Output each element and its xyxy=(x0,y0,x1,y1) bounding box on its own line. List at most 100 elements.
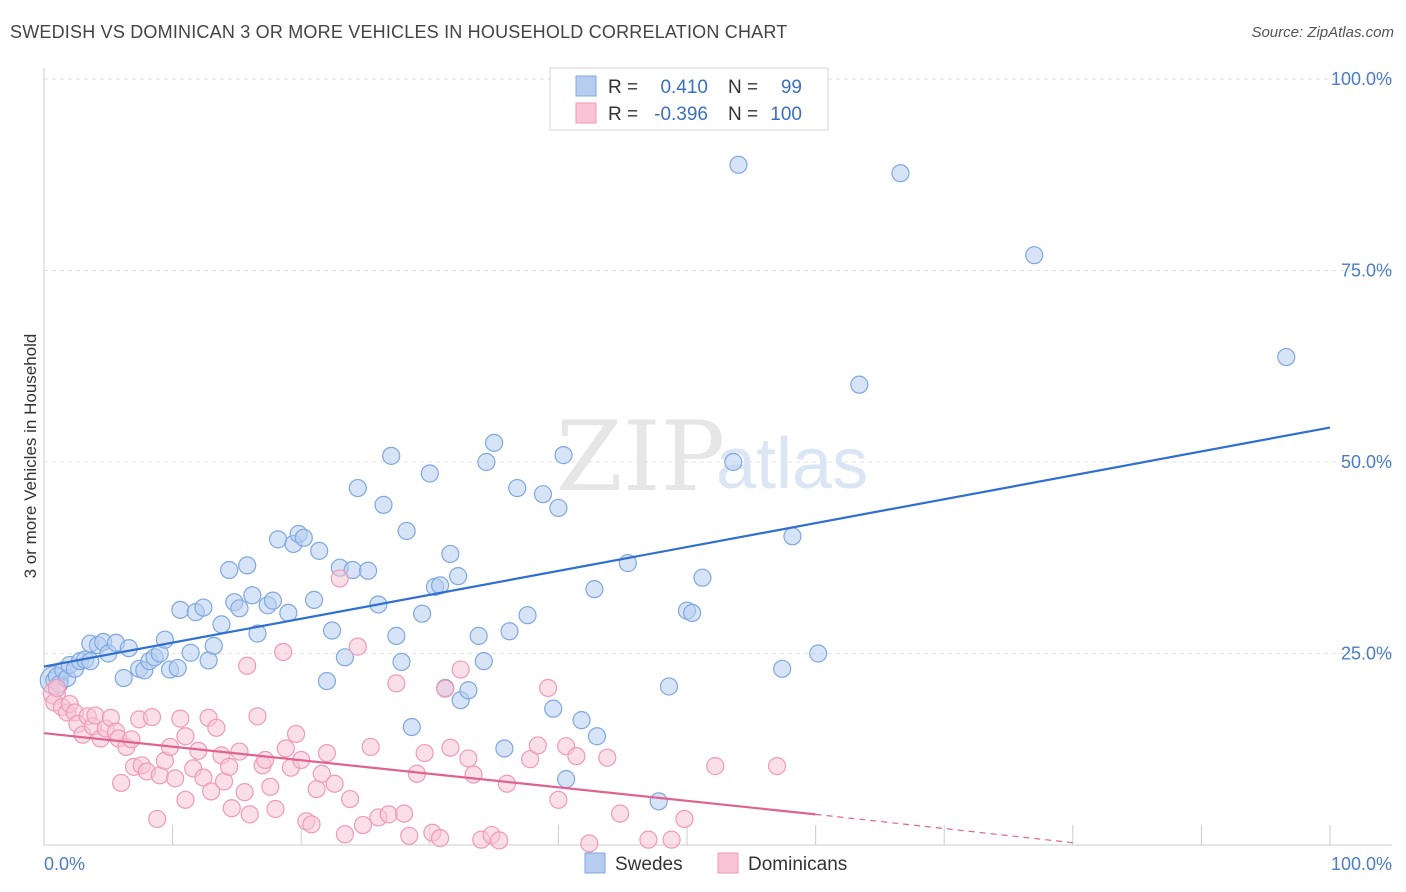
dominicans-point-37 xyxy=(207,718,226,737)
chart-title: SWEDISH VS DOMINICAN 3 OR MORE VEHICLES … xyxy=(10,22,788,42)
gridlines xyxy=(44,78,1392,654)
swedes-point-94 xyxy=(773,659,792,678)
swedes-point-66 xyxy=(441,544,460,564)
swedes-point-61 xyxy=(412,604,432,623)
legend-r-value-dominicans: -0.396 xyxy=(654,104,708,125)
dominicans-point-60 xyxy=(317,743,337,763)
swedes-point-52 xyxy=(348,478,367,498)
swedes-point-80 xyxy=(549,498,568,518)
swedes-point-91 xyxy=(693,568,712,587)
legend-r-label-swedes: R = xyxy=(608,77,638,98)
trend-lines xyxy=(43,426,1331,844)
dominicans-point-62 xyxy=(330,569,349,588)
swedes-point-40 xyxy=(268,530,288,549)
y-axis-label: 3 or more Vehicles in Household xyxy=(21,334,40,579)
dominicans-point-97 xyxy=(675,809,694,829)
dominicans-point-78 xyxy=(441,738,460,757)
swedes-point-70 xyxy=(469,626,488,645)
dominicans-point-44 xyxy=(238,656,257,675)
dominicans-point-65 xyxy=(348,637,367,656)
swedes-point-9 xyxy=(81,652,100,671)
swedes-point-88 xyxy=(659,677,679,696)
swedes-point-25 xyxy=(171,600,190,619)
swedes-point-59 xyxy=(397,521,416,541)
swedes-point-100 xyxy=(1277,347,1296,367)
dominicans-point-74 xyxy=(415,743,434,763)
dominicans-point-52 xyxy=(276,739,295,758)
swedes-point-47 xyxy=(317,671,337,691)
dominicans-point-72 xyxy=(400,826,419,845)
dominicans-point-30 xyxy=(176,727,195,746)
swedes-point-30 xyxy=(204,636,223,655)
dominicans-point-95 xyxy=(639,830,658,849)
swedes-point-97 xyxy=(850,375,869,394)
swedes-point-53 xyxy=(358,561,378,580)
swedes-point-99 xyxy=(1025,246,1044,265)
dominicans-point-91 xyxy=(567,747,586,766)
dominicans-point-23 xyxy=(142,707,162,727)
dominicans-point-49 xyxy=(261,777,280,796)
swedes-point-37 xyxy=(248,624,267,643)
swedes-point-73 xyxy=(485,433,504,452)
dominicans-point-96 xyxy=(662,830,681,849)
y-tick-label-2: 75.0% xyxy=(1341,261,1392,281)
swedes-point-83 xyxy=(572,711,591,730)
swedes-point-69 xyxy=(459,681,478,700)
dominicans-point-45 xyxy=(240,805,259,824)
legend-r-value-swedes: 0.410 xyxy=(660,77,708,98)
swedes-point-79 xyxy=(544,699,563,718)
dominicans-point-85 xyxy=(497,774,517,793)
dominicans-point-61 xyxy=(325,774,344,793)
swedes-point-77 xyxy=(518,606,537,625)
swedes-point-39 xyxy=(263,591,283,610)
swedes-point-34 xyxy=(230,599,249,618)
dominicans-point-24 xyxy=(148,809,167,829)
swedes-trend-line xyxy=(43,426,1331,668)
dominicans-point-16 xyxy=(112,773,131,793)
series-label-swedes: Swedes xyxy=(615,854,683,875)
dominicans-point-92 xyxy=(580,834,599,853)
dominicans-point-58 xyxy=(307,779,326,799)
dominicans-point-89 xyxy=(549,790,568,809)
dominicans-point-51 xyxy=(274,642,293,662)
swedes-point-41 xyxy=(279,603,298,623)
legend: R = 0.410 N = 99 R = -0.396 N = 100 xyxy=(549,67,829,131)
dominicans-point-36 xyxy=(202,782,221,801)
dominicans-point-76 xyxy=(430,829,450,848)
swedes-point-45 xyxy=(304,590,324,609)
axes xyxy=(43,68,1392,846)
dominicans-point-48 xyxy=(256,750,275,770)
dominicans-point-28 xyxy=(166,769,185,788)
swedes-point-57 xyxy=(387,626,406,645)
dominicans-point-70 xyxy=(387,674,406,693)
swedes-points xyxy=(39,155,1296,811)
dominicans-point-43 xyxy=(235,783,254,802)
dominicans-point-40 xyxy=(220,757,239,776)
dominicans-point-42 xyxy=(230,742,249,761)
dominicans-point-54 xyxy=(286,724,306,744)
swedes-point-92 xyxy=(724,452,743,472)
dominicans-point-80 xyxy=(459,749,478,768)
swedes-point-75 xyxy=(500,622,519,641)
dominicans-point-50 xyxy=(266,799,285,819)
y-tick-labels: 25.0% 50.0% 75.0% 100.0% xyxy=(1331,69,1392,664)
dominicans-point-63 xyxy=(335,825,355,844)
dominicans-point-99 xyxy=(767,757,787,776)
dominicans-point-46 xyxy=(248,707,267,726)
source-label: Source: ZipAtlas.com xyxy=(1251,24,1394,41)
dominicans-point-66 xyxy=(353,815,373,835)
watermark-zip: ZIP xyxy=(556,401,725,513)
legend-swatch-swedes xyxy=(575,75,597,97)
swedes-point-71 xyxy=(474,652,493,671)
swedes-point-55 xyxy=(374,495,393,514)
dominicans-trend-line xyxy=(43,732,816,816)
swedes-point-28 xyxy=(194,598,213,617)
legend-swatch-dominicans xyxy=(575,102,597,124)
dominicans-point-29 xyxy=(171,709,190,728)
swedes-point-44 xyxy=(294,528,313,547)
swedes-point-90 xyxy=(683,603,702,623)
y-tick-label-1: 50.0% xyxy=(1341,452,1392,472)
legend-n-label-dominicans: N = xyxy=(728,104,758,125)
dominicans-point-31 xyxy=(176,790,195,809)
